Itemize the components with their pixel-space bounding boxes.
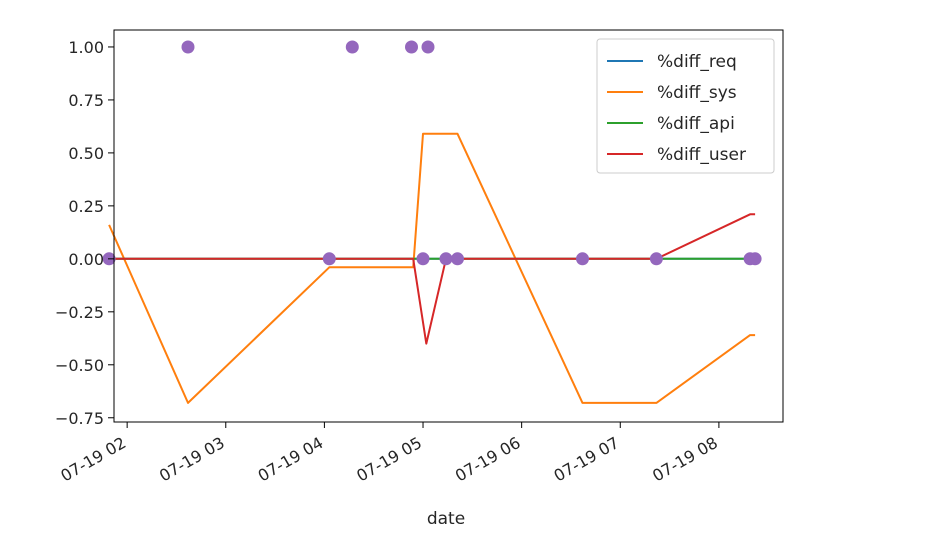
- legend-label: %diff_api: [657, 114, 735, 134]
- legend-frame: [596, 38, 775, 174]
- x-axis-label: date: [427, 509, 465, 529]
- x-tick-label: 07-19 06: [452, 433, 524, 485]
- series-line-diff-sys: [108, 132, 756, 404]
- data-point-marker: [322, 252, 336, 266]
- y-tick-label: 1.00: [68, 38, 104, 57]
- data-point-marker: [405, 40, 418, 54]
- y-tick-label: −0.25: [55, 303, 104, 322]
- x-tick-label: 07-19 08: [649, 433, 721, 485]
- data-point-marker: [748, 252, 762, 266]
- y-axis: 1.00 0.75 0.50 0.25 0.00 −0.25 −0.50 −0.75: [55, 38, 114, 428]
- plot-area-frame: [113, 29, 784, 423]
- y-tick-label: 0.75: [68, 91, 104, 110]
- data-point-marker: [576, 252, 589, 266]
- legend-label: %diff_sys: [657, 83, 737, 103]
- y-tick-label: −0.50: [55, 356, 104, 375]
- y-tick-label: −0.75: [55, 409, 104, 428]
- data-point-marker: [451, 252, 464, 266]
- marker-layer: [102, 40, 762, 266]
- legend-label: %diff_user: [657, 145, 746, 165]
- data-point-marker: [439, 252, 453, 266]
- y-tick-label: 0.25: [68, 197, 104, 216]
- legend: %diff_req %diff_sys %diff_api %diff_user: [596, 38, 775, 174]
- data-point-marker: [416, 252, 430, 266]
- data-point-marker: [345, 40, 359, 54]
- x-tick-label: 07-19 05: [353, 433, 425, 485]
- x-axis: 07-19 02 07-19 03 07-19 04 07-19 05 07-19 06…: [57, 422, 721, 485]
- y-tick-label: 0.00: [68, 250, 104, 269]
- data-point-marker: [649, 252, 663, 266]
- x-tick-label: 07-19 03: [156, 433, 228, 485]
- x-tick-label: 07-19 07: [550, 433, 622, 485]
- legend-label: %diff_req: [657, 52, 737, 72]
- data-point-marker: [181, 40, 195, 54]
- data-point-marker: [421, 40, 435, 54]
- series-layer: [108, 132, 756, 404]
- x-tick-label: 07-19 04: [255, 433, 327, 485]
- y-tick-label: 0.50: [68, 144, 104, 163]
- series-line-diff-user: [109, 213, 756, 345]
- x-tick-label: 07-19 02: [57, 433, 129, 485]
